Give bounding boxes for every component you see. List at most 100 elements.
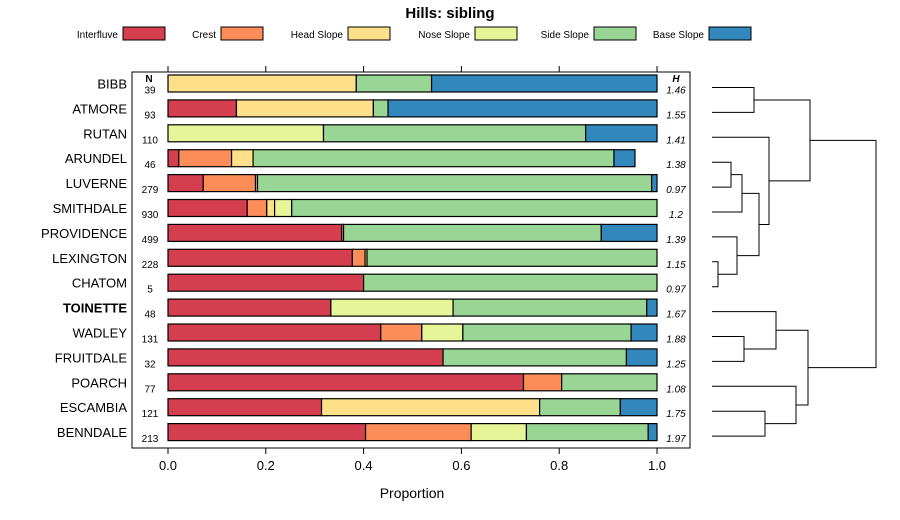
n-value: 279 (142, 185, 159, 196)
h-value: 1.75 (666, 409, 686, 420)
row-luverne: LUVERNE 279 0.97 (66, 174, 686, 196)
bar-segment-crest (202, 174, 257, 193)
dendrogram-link (712, 136, 770, 225)
bar-segment-base-slope (613, 149, 636, 168)
row-label: WADLEY (73, 326, 128, 341)
row-label: ARUNDEL (65, 151, 127, 166)
n-value: 32 (144, 359, 156, 370)
n-value: 930 (142, 210, 159, 221)
dendrogram-link (712, 87, 755, 113)
dendrogram-link (712, 261, 719, 288)
bar-segment-head-slope (320, 398, 541, 417)
bar-segment-head-slope (266, 198, 276, 218)
row-label: ESCAMBIA (60, 400, 128, 415)
row-arundel: ARUNDEL 46 1.38 (65, 149, 686, 171)
bar-segment-side-slope (256, 174, 653, 193)
n-value: 228 (142, 260, 159, 271)
row-toinette: TOINETTE 48 1.67 (63, 298, 686, 321)
bar-segment-side-slope (561, 373, 658, 392)
row-label: CHATOM (72, 276, 127, 291)
row-label: PROVIDENCE (41, 226, 127, 241)
bar-segment-interfluve (167, 323, 382, 342)
x-tick-label-1: 0.2 (257, 458, 275, 473)
bar-rows: BIBB 39 1.46 ATMORE 93 1.55 RUTAN 110 1.41 ARUNDE… (41, 74, 686, 445)
legend-label-nose-slope: Nose Slope (418, 30, 470, 41)
h-value: 0.97 (666, 285, 686, 296)
dendrogram-link (754, 99, 811, 182)
n-value: 121 (142, 409, 159, 420)
legend-swatch-nose-slope (474, 26, 518, 41)
n-value: 77 (144, 384, 156, 395)
bar-segment-side-slope (462, 323, 632, 342)
n-value: 5 (147, 285, 153, 296)
bar-segment-side-slope (372, 99, 389, 118)
n-value: 131 (142, 335, 159, 346)
dendrogram-link (808, 139, 877, 369)
bar-segment-base-slope (430, 74, 658, 93)
bar-segment-crest (522, 373, 563, 392)
x-axis: 0.0 0.2 0.4 0.6 0.8 1.0 (159, 448, 666, 473)
dendrogram-link (712, 236, 738, 275)
legend-swatch-crest (220, 26, 264, 41)
bar-segment-interfluve (167, 348, 444, 367)
row-label: ATMORE (72, 101, 127, 116)
bar-segment-side-slope (252, 149, 615, 168)
h-value: 1.08 (666, 384, 686, 395)
bar-segment-crest (351, 248, 366, 267)
bar-segment-base-slope (625, 348, 658, 367)
dendrogram-link (712, 410, 766, 437)
n-value: 93 (144, 110, 156, 121)
x-tick-label-5: 1.0 (648, 458, 666, 473)
h-value: 1.38 (666, 160, 686, 171)
row-label: RUTAN (83, 126, 127, 141)
bar-segment-base-slope (387, 99, 658, 118)
x-tick-label-2: 0.4 (355, 458, 373, 473)
bar-segment-head-slope (230, 149, 254, 168)
bar-segment-base-slope (651, 174, 658, 193)
dendrogram-link (712, 174, 743, 213)
dendrogram-link (737, 192, 760, 257)
row-fruitdale: FRUITDALE 32 1.25 (55, 348, 686, 370)
h-value: 1.67 (666, 310, 686, 321)
bar-segment-interfluve (167, 174, 204, 193)
row-wadley: WADLEY 131 1.88 (73, 323, 686, 346)
bar-segment-base-slope (630, 323, 658, 342)
top-axis-ticks (167, 66, 658, 72)
chart-title: Hills: sibling (405, 5, 494, 22)
row-label: BENNDALE (57, 425, 127, 440)
row-rutan: RUTAN 110 1.41 (83, 124, 686, 146)
h-value: 1.97 (666, 434, 686, 445)
n-value: 213 (142, 434, 159, 445)
n-value: 48 (144, 310, 156, 321)
row-benndale: BENNDALE 213 1.97 (57, 423, 686, 445)
n-value: 499 (142, 235, 159, 246)
bar-segment-nose-slope (470, 423, 528, 442)
bar-segment-side-slope (342, 223, 602, 242)
x-tick-label-4: 0.8 (550, 458, 568, 473)
bar-segment-interfluve (167, 423, 367, 442)
row-bibb: BIBB 39 1.46 (97, 74, 686, 97)
bar-segment-interfluve (167, 398, 323, 417)
bar-segment-nose-slope (421, 323, 464, 342)
bar-segment-base-slope (619, 398, 658, 417)
bar-segment-interfluve (167, 273, 365, 292)
x-tick-label-3: 0.6 (452, 458, 470, 473)
h-value: 1.39 (666, 235, 686, 246)
legend-label-base-slope: Base Slope (653, 30, 705, 41)
legend-label-crest: Crest (192, 30, 216, 41)
bar-segment-crest (364, 423, 472, 442)
bar-segment-nose-slope (167, 124, 325, 143)
legend-label-side-slope: Side Slope (541, 30, 590, 41)
n-column-header: N (145, 74, 152, 85)
row-label: TOINETTE (63, 301, 127, 316)
bar-segment-side-slope (366, 248, 658, 267)
h-column-header: H (672, 74, 680, 85)
bar-segment-crest (246, 198, 268, 218)
bar-segment-side-slope (322, 124, 587, 143)
row-escambia: ESCAMBIA 121 1.75 (60, 398, 686, 420)
bar-segment-interfluve (167, 223, 343, 242)
n-value: 110 (142, 135, 158, 146)
bar-segment-base-slope (646, 298, 658, 317)
row-label: FRUITDALE (55, 350, 128, 365)
